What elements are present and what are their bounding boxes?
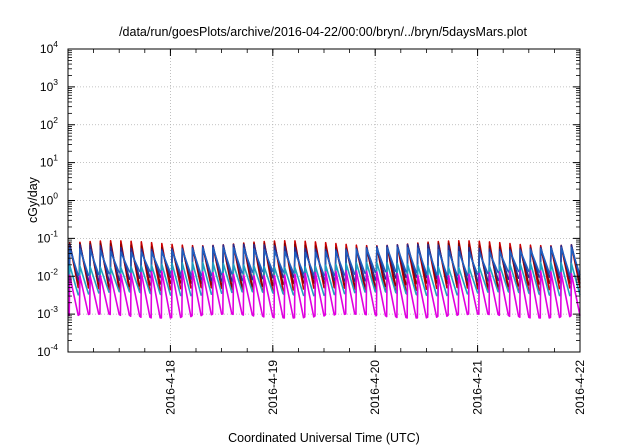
series-line	[68, 246, 581, 277]
x-tick-label: 2016-4-18	[163, 360, 177, 415]
grid	[68, 49, 580, 352]
y-tick-label: 100	[40, 191, 58, 208]
x-tick-label: 2016-4-22	[573, 360, 587, 415]
x-tick-label: 2016-4-19	[266, 360, 280, 415]
y-tick-label: 10-1	[37, 228, 58, 245]
series-line	[68, 242, 581, 288]
x-tick-label: 2016-4-21	[471, 360, 485, 415]
y-tick-label: 102	[40, 115, 58, 132]
y-tick-label: 104	[40, 39, 58, 56]
x-axis-label: Coordinated Universal Time (UTC)	[228, 431, 420, 445]
plot-area	[68, 240, 581, 319]
y-tick-label: 10-3	[37, 304, 58, 321]
y-tick-label: 10-4	[37, 342, 58, 359]
chart-title: /data/run/goesPlots/archive/2016-04-22/0…	[119, 25, 527, 39]
y-axis-label: cGy/day	[26, 176, 40, 223]
y-tick-label: 103	[40, 77, 58, 94]
y-axis: 104 103 102 101 100 10-1 10-2 10-3 10-4	[37, 39, 580, 359]
x-axis: 2016-4-18 2016-4-19 2016-4-20 2016-4-21 2016…	[93, 49, 587, 415]
y-tick-label: 101	[40, 153, 58, 170]
y-tick-label: 10-2	[37, 266, 58, 283]
x-tick-label: 2016-4-20	[368, 360, 382, 415]
series-line	[68, 270, 581, 319]
